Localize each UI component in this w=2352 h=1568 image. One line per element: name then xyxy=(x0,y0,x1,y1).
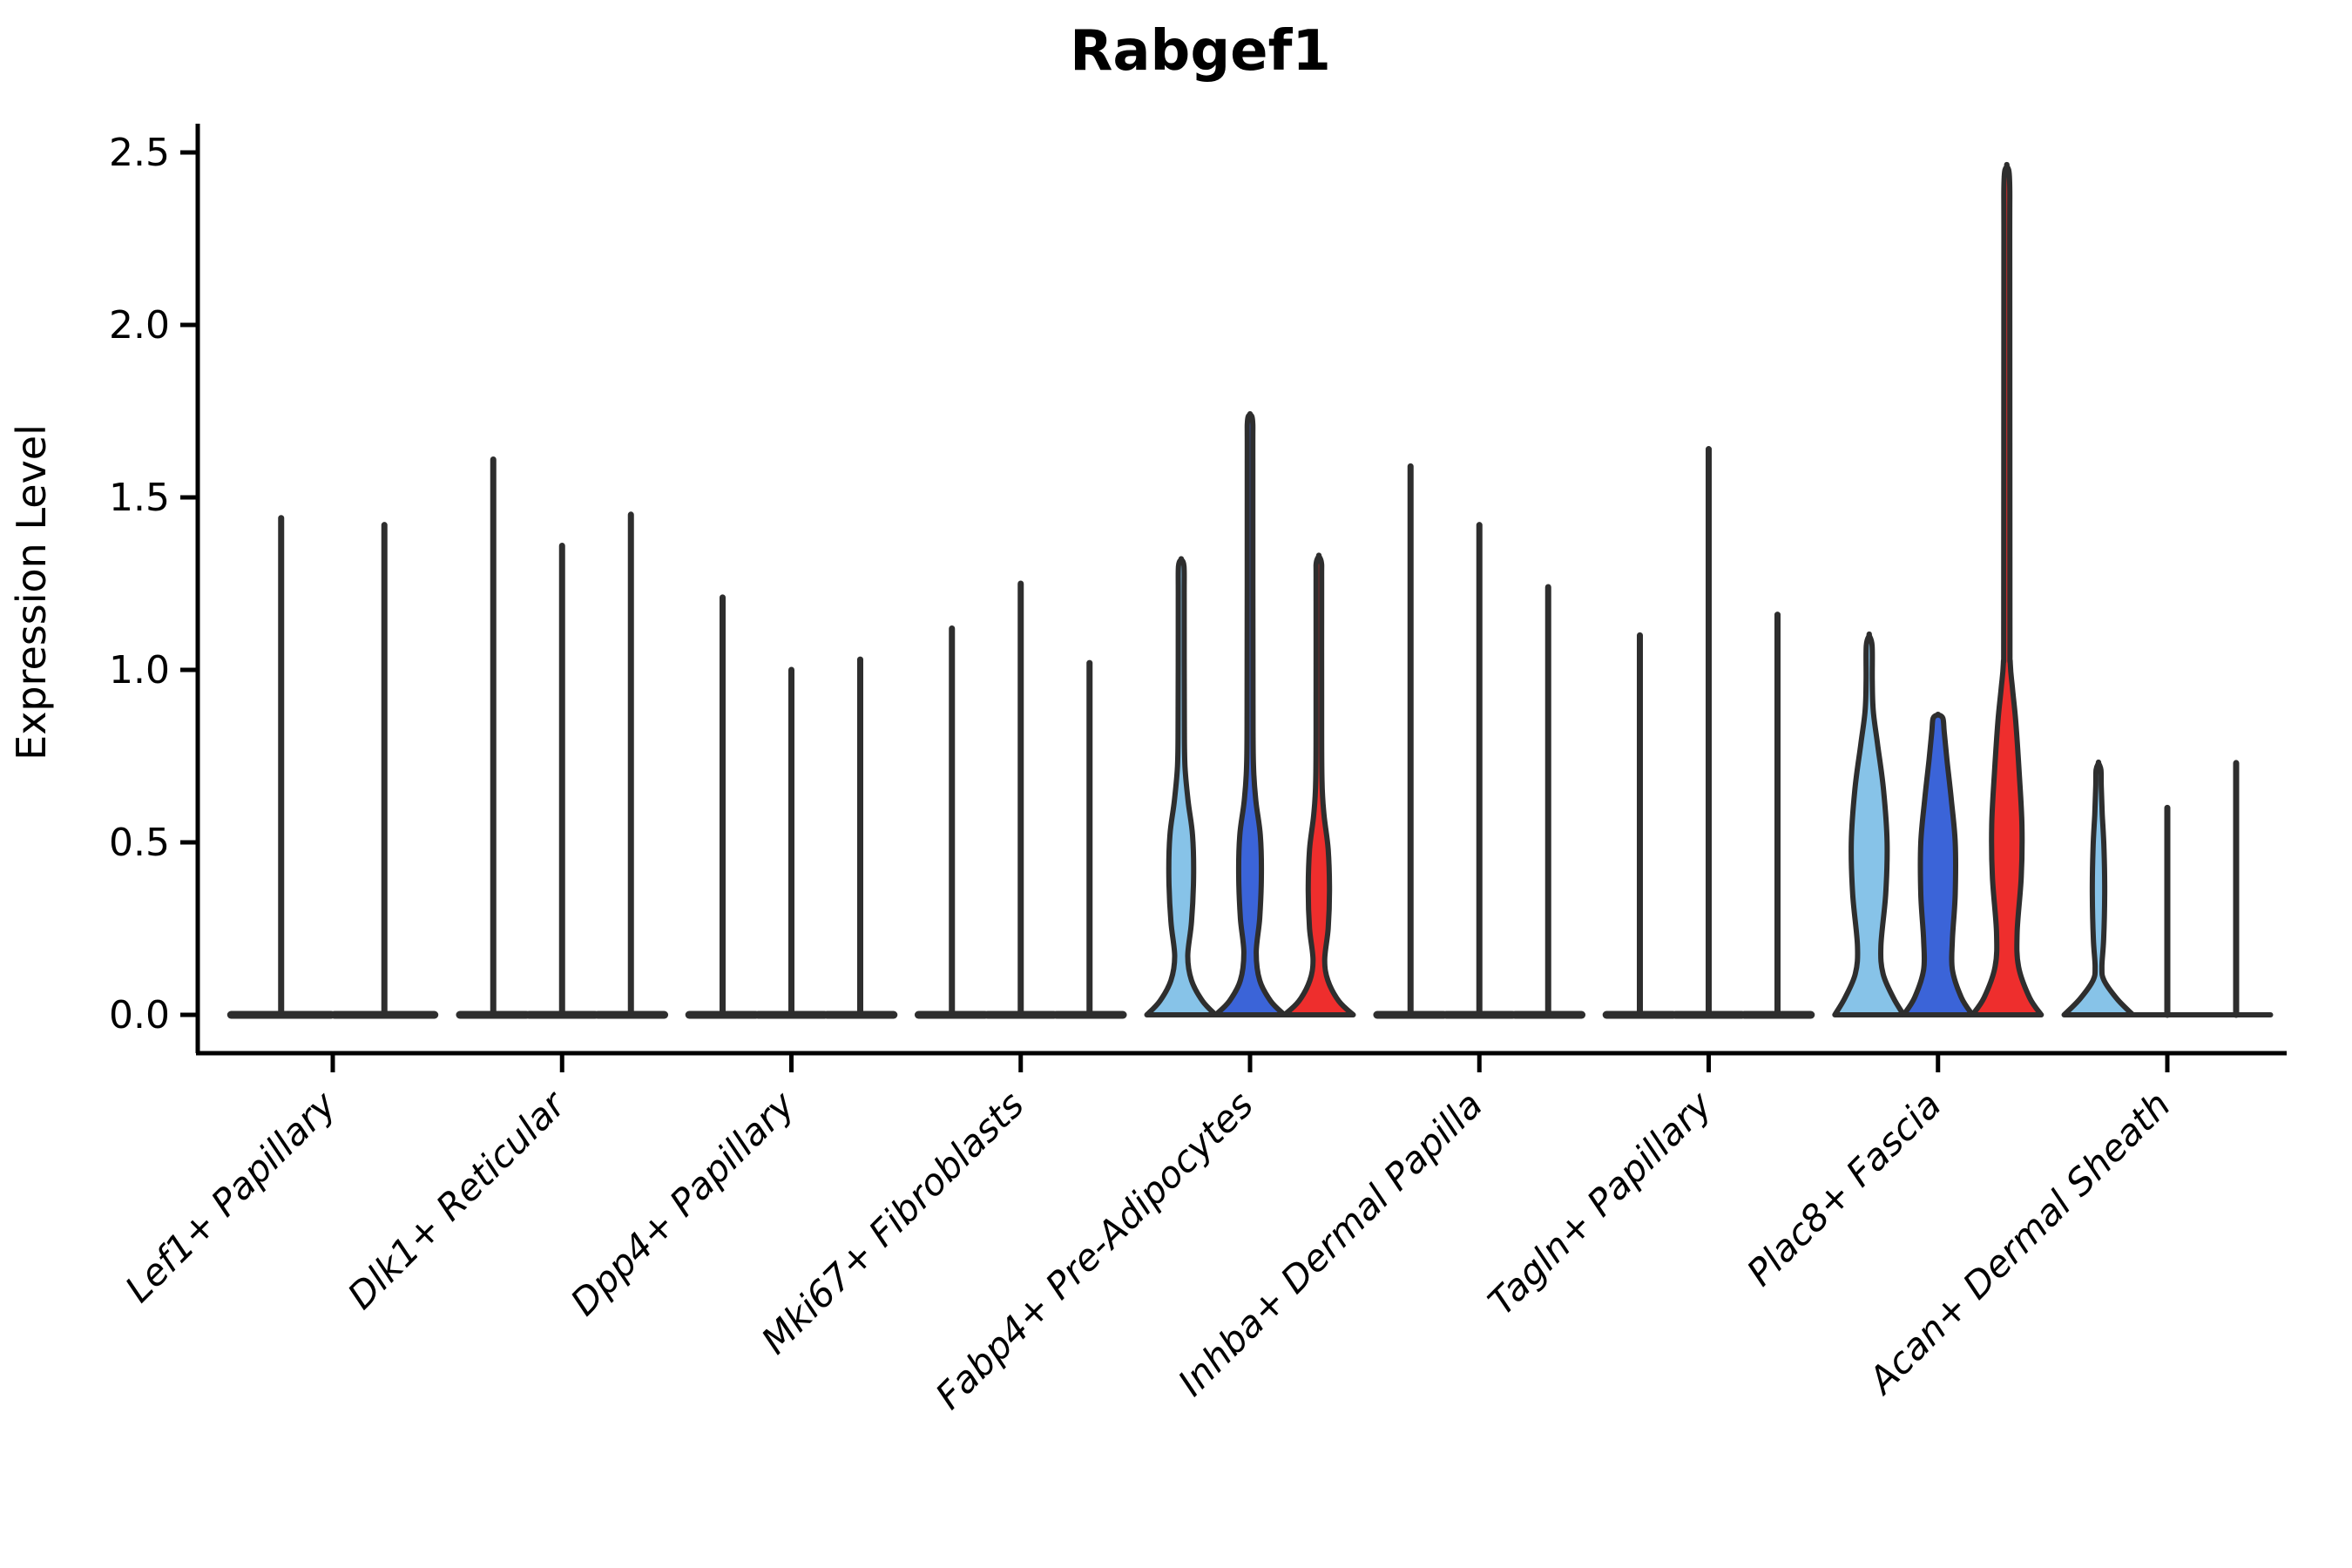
y-tick-label: 2.5 xyxy=(109,131,170,175)
violin-skyblue xyxy=(1832,631,1907,1017)
x-tick-label: Tagln+ Papillary xyxy=(1480,1083,1721,1324)
violin-red xyxy=(1281,552,1356,1017)
violin-red xyxy=(1970,161,2044,1017)
violins-layer xyxy=(226,161,2274,1019)
y-tick-label: 1.5 xyxy=(109,476,170,520)
y-tick-label: 1.0 xyxy=(109,648,170,693)
y-tick-label: 0.0 xyxy=(109,993,170,1037)
violin-skyblue xyxy=(2061,759,2136,1017)
violin-blue xyxy=(1901,712,1976,1017)
chart-title: Rabgef1 xyxy=(1070,19,1331,84)
violin-blue xyxy=(1213,410,1288,1017)
y-axis-label: Expression Level xyxy=(8,424,55,760)
x-tick-label: Plac8+ Fascia xyxy=(1739,1083,1950,1294)
x-tick-label: Dlk1+ Reticular xyxy=(340,1081,576,1317)
x-tick-label: Lef1+ Papillary xyxy=(117,1083,345,1311)
violin-skyblue xyxy=(1144,556,1219,1017)
x-tick-label: Mki67+ Fibroblasts xyxy=(754,1083,1032,1362)
y-tick-label: 0.5 xyxy=(109,821,170,865)
x-tick-label: Dpp4+ Papillary xyxy=(562,1083,803,1324)
y-tick-label: 2.0 xyxy=(109,303,170,348)
